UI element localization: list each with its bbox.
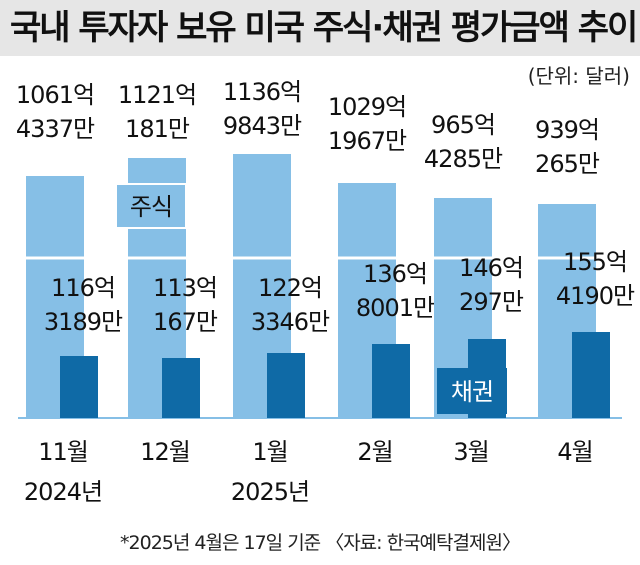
bond-value-label: 136억 bbox=[363, 260, 427, 288]
bond-value-label: 297만 bbox=[459, 288, 524, 316]
stock-value-label: 1029억 bbox=[328, 93, 406, 121]
stock-value-label: 4337만 bbox=[16, 115, 95, 143]
stock-value-label: 1967만 bbox=[328, 127, 407, 155]
stock-value-label: 265만 bbox=[535, 150, 600, 178]
bond-value-label: 3346만 bbox=[251, 308, 330, 336]
stock-value-label: 1136억 bbox=[223, 78, 301, 106]
x-tick-label: 12월 bbox=[140, 438, 190, 466]
bond-value-label: 3189만 bbox=[44, 308, 123, 336]
unit-note: (단위: 달러) bbox=[527, 64, 630, 88]
bond-series-tag-box bbox=[437, 368, 507, 414]
footnote: *2025년 4월은 17일 기준 〈자료: 한국예탁결제원〉 bbox=[120, 532, 521, 554]
x-tick-label: 11월 bbox=[38, 438, 88, 466]
x-tick-label: 1월 bbox=[252, 438, 287, 466]
stock-series-tag-box bbox=[115, 183, 187, 229]
stock-value-label: 4285만 bbox=[424, 145, 503, 173]
year-label: 2025년 bbox=[231, 478, 309, 506]
bond-bar bbox=[572, 332, 610, 418]
bond-value-label: 155억 bbox=[563, 248, 627, 276]
stock-series-tag: 주식 bbox=[130, 193, 172, 221]
stock-value-label: 1121억 bbox=[118, 81, 196, 109]
stock-value-label: 965억 bbox=[431, 111, 495, 139]
bond-value-label: 116억 bbox=[51, 274, 115, 302]
bond-series-tag: 채권 bbox=[451, 378, 493, 406]
bond-bar bbox=[267, 353, 305, 418]
chart-title: 국내 투자자 보유 미국 주식·채권 평가금액 추이 bbox=[0, 0, 640, 56]
x-tick-label: 3월 bbox=[453, 438, 488, 466]
year-label: 2024년 bbox=[24, 478, 102, 506]
bond-value-label: 167만 bbox=[153, 308, 218, 336]
bond-value-label: 122억 bbox=[258, 274, 322, 302]
stock-value-label: 939억 bbox=[535, 116, 599, 144]
x-tick-label: 4월 bbox=[557, 438, 592, 466]
x-tick-label: 2월 bbox=[357, 438, 392, 466]
bond-value-label: 4190만 bbox=[556, 282, 635, 310]
bond-bar bbox=[162, 358, 200, 418]
stock-value-label: 1061억 bbox=[16, 81, 94, 109]
stock-value-label: 181만 bbox=[125, 115, 190, 143]
bond-bar bbox=[60, 356, 98, 418]
bond-bar bbox=[372, 344, 410, 418]
bond-value-label: 146억 bbox=[459, 254, 523, 282]
stock-value-label: 9843만 bbox=[223, 112, 302, 140]
bond-value-label: 8001만 bbox=[356, 294, 435, 322]
bond-value-label: 113억 bbox=[153, 274, 217, 302]
